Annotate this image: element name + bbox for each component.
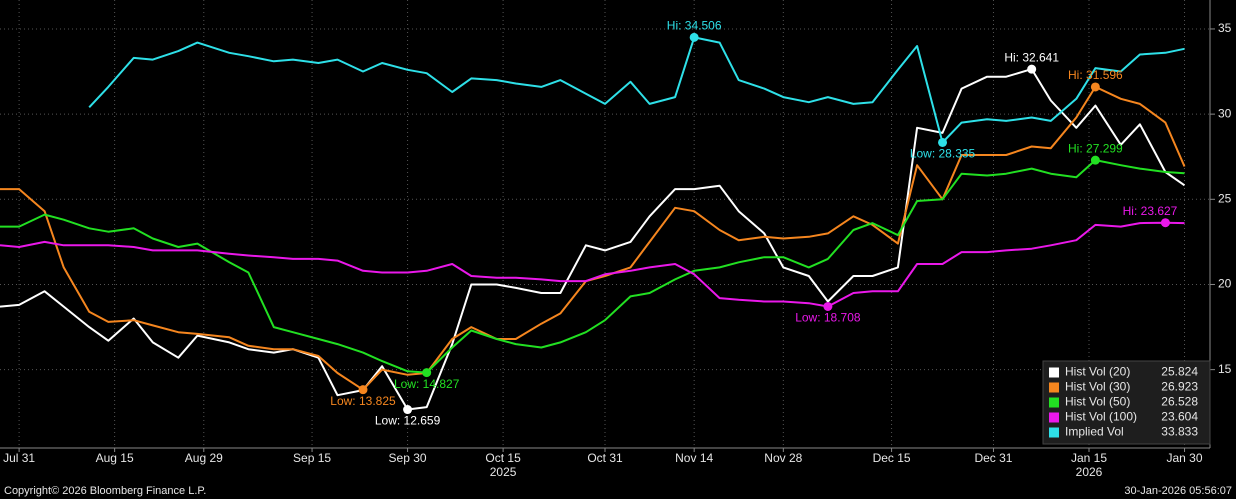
- marker-dot: [358, 385, 368, 395]
- legend-value: 25.824: [1161, 365, 1198, 379]
- series-line: [88, 36, 1185, 144]
- y-tick-label: 20: [1218, 277, 1232, 291]
- x-tick-label: Jan 15: [1071, 451, 1107, 465]
- legend-label: Hist Vol (50): [1065, 395, 1130, 409]
- legend-value: 26.923: [1161, 380, 1198, 394]
- year-label: 2025: [490, 465, 517, 479]
- legend-box: [1042, 360, 1211, 445]
- x-tick-label: Nov 28: [764, 451, 802, 465]
- x-tick-label: Sep 15: [293, 451, 331, 465]
- legend-swatch: [1049, 412, 1059, 423]
- marker-dot: [1160, 218, 1170, 228]
- marker-dot: [1090, 155, 1100, 165]
- x-tick-label: Nov 14: [675, 451, 713, 465]
- x-tick-label: Sep 30: [389, 451, 427, 465]
- marker-label: Low: 28.335: [910, 147, 976, 161]
- x-tick-label: Oct 15: [485, 451, 521, 465]
- marker-label: Low: 18.708: [795, 311, 861, 325]
- y-tick-label: 15: [1218, 362, 1232, 376]
- legend-swatch: [1049, 427, 1059, 438]
- series-line: [0, 221, 1185, 308]
- legend-swatch: [1049, 367, 1059, 378]
- legend-label: Implied Vol: [1065, 425, 1124, 439]
- y-tick-label: 30: [1218, 106, 1232, 120]
- marker-dot: [403, 405, 413, 415]
- x-tick-label: Jan 30: [1167, 451, 1203, 465]
- y-tick-label: 35: [1218, 21, 1232, 35]
- marker-dot: [938, 137, 948, 147]
- marker-label: Low: 14.827: [394, 377, 460, 391]
- legend-value: 26.528: [1161, 395, 1198, 409]
- marker-label: Hi: 32.641: [1004, 50, 1059, 64]
- copyright: Copyright© 2026 Bloomberg Finance L.P.: [4, 485, 206, 497]
- marker-label: Hi: 34.506: [667, 19, 722, 33]
- legend-label: Hist Vol (100): [1065, 410, 1137, 424]
- marker-label: Hi: 31.596: [1068, 68, 1123, 82]
- year-label: 2026: [1076, 465, 1103, 479]
- legend-swatch: [1049, 382, 1059, 393]
- marker-dot: [823, 301, 833, 311]
- legend-label: Hist Vol (20): [1065, 365, 1130, 379]
- marker-label: Low: 12.659: [375, 414, 441, 428]
- x-tick-label: Aug 29: [185, 451, 223, 465]
- series-line: [0, 159, 1185, 374]
- y-tick-label: 25: [1218, 191, 1232, 205]
- x-tick-label: Jul 31: [3, 451, 35, 465]
- marker-dot: [422, 368, 432, 378]
- x-tick-label: Dec 15: [873, 451, 911, 465]
- marker-dot: [689, 32, 699, 42]
- x-tick-label: Dec 31: [974, 451, 1012, 465]
- marker-label: Hi: 23.627: [1123, 204, 1178, 218]
- marker-dot: [1090, 82, 1100, 92]
- marker-label: Hi: 27.299: [1068, 141, 1123, 155]
- marker-dot: [1027, 64, 1037, 74]
- legend-value: 33.833: [1161, 425, 1198, 439]
- timestamp: 30-Jan-2026 05:56:07: [1124, 485, 1232, 497]
- x-tick-label: Oct 31: [587, 451, 623, 465]
- marker-label: Low: 13.825: [330, 394, 396, 408]
- legend-label: Hist Vol (30): [1065, 380, 1130, 394]
- x-tick-label: Aug 15: [96, 451, 134, 465]
- legend-value: 23.604: [1161, 410, 1198, 424]
- series-line: [0, 68, 1186, 411]
- legend-swatch: [1049, 397, 1059, 408]
